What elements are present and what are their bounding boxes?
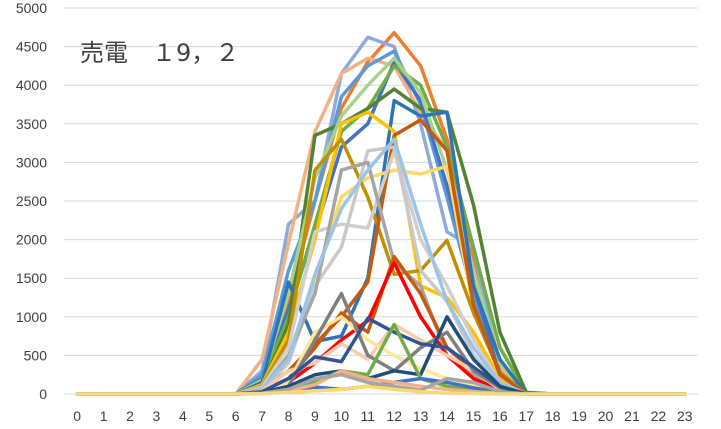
x-tick-label: 21 [624,408,640,424]
x-tick-label: 16 [492,408,508,424]
series-lines [75,30,687,396]
x-tick-label: 5 [205,408,213,424]
y-tick-label: 4500 [16,39,47,55]
x-tick-label: 17 [519,408,535,424]
y-tick-label: 3500 [16,116,47,132]
y-axis-ticks: 0 500 1000 1500 2000 2500 3000 3500 4000 4500 5000 [16,0,47,402]
series-line-14 [75,149,687,396]
x-tick-label: 20 [598,408,614,424]
x-tick-label: 18 [545,408,561,424]
x-tick-label: 10 [334,408,350,424]
x-tick-label: 3 [153,408,161,424]
x-tick-label: 8 [285,408,293,424]
x-tick-label: 13 [413,408,429,424]
x-tick-label: 1 [100,408,108,424]
series-line-29 [75,384,687,396]
x-tick-label: 4 [179,408,187,424]
chart-title: 売電 １9，２ [80,39,239,67]
x-tick-label: 19 [571,408,587,424]
x-tick-label: 15 [466,408,482,424]
x-tick-label: 14 [439,408,455,424]
y-tick-label: 500 [24,347,48,363]
y-tick-label: 1000 [16,309,47,325]
x-tick-label: 11 [361,408,376,424]
x-tick-label: 22 [651,408,667,424]
y-tick-label: 5000 [16,0,47,16]
x-tick-label: 9 [311,408,319,424]
y-tick-label: 4000 [16,77,47,93]
y-tick-label: 3000 [16,154,47,170]
x-tick-label: 12 [386,408,402,424]
y-tick-label: 0 [39,386,47,402]
x-tick-label: 2 [126,408,134,424]
y-tick-label: 2500 [16,193,47,209]
x-tick-label: 0 [73,408,81,424]
y-tick-label: 2000 [16,232,47,248]
x-axis-ticks: 0 1 2 3 4 5 6 7 8 9 10 11 12 13 14 15 16 17 18 19 20 21 22 23 [73,408,692,424]
x-tick-label: 23 [677,408,693,424]
x-tick-label: 6 [232,408,240,424]
series-line-28 [75,372,687,396]
y-tick-label: 1500 [16,270,47,286]
x-tick-label: 7 [258,408,266,424]
